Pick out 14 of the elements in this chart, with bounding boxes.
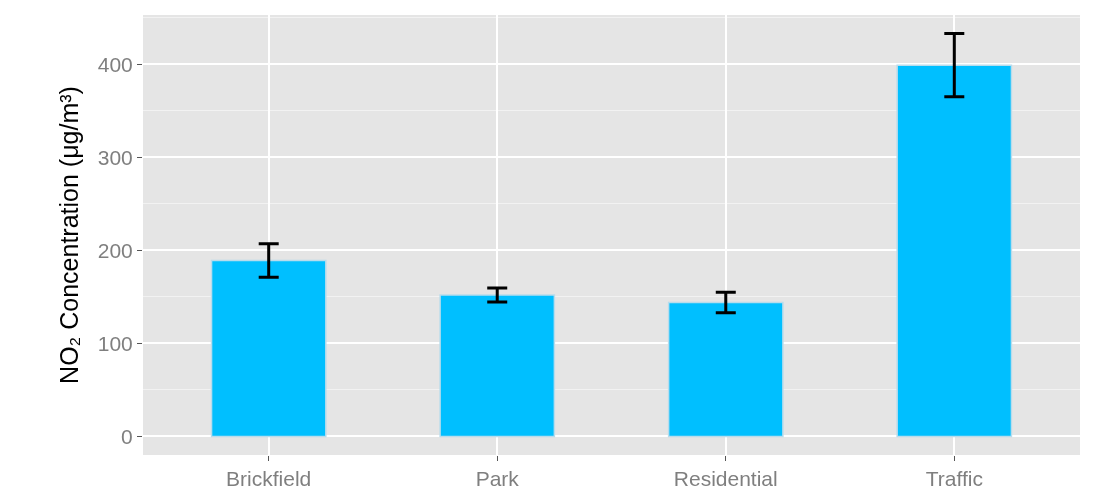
y-tick-label: 400 (97, 52, 133, 76)
bar (210, 259, 327, 438)
x-tick-label: Brickfield (226, 467, 312, 491)
y-tick-label: 200 (97, 238, 133, 262)
y-axis-title: NO₂ Concentration (μg/m³) (54, 86, 83, 384)
y-tick-label: 0 (121, 424, 133, 448)
bar (896, 64, 1013, 438)
y-tick-label: 300 (97, 145, 133, 169)
bar (439, 294, 556, 438)
x-tick-label: Residential (673, 467, 778, 491)
x-tick-label: Traffic (925, 467, 983, 491)
y-tick-label: 100 (97, 331, 133, 355)
bar (667, 301, 784, 438)
x-tick-label: Park (475, 467, 520, 491)
